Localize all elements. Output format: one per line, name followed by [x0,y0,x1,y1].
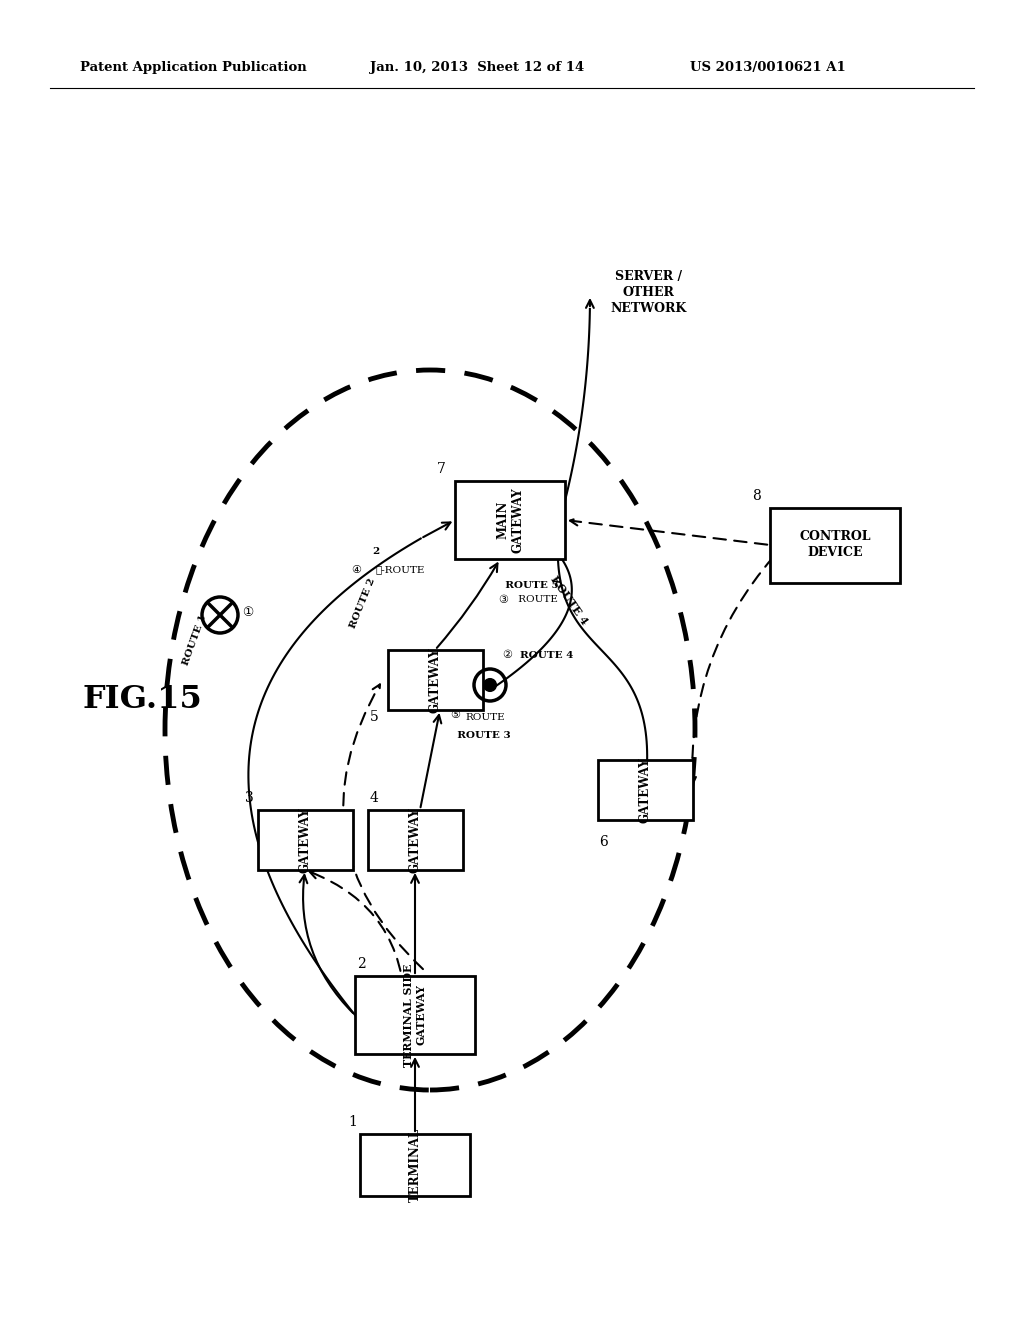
Text: ROUTE: ROUTE [465,714,505,722]
Text: CONTROL
DEVICE: CONTROL DEVICE [800,531,870,560]
Text: ROUTE 1: ROUTE 1 [181,614,208,667]
Text: ⑤: ⑤ [450,710,460,719]
Text: 3: 3 [246,791,254,805]
Text: ①: ① [243,606,254,619]
Text: 8: 8 [752,488,761,503]
Text: 2: 2 [357,957,366,972]
Text: 2: 2 [372,546,379,556]
Text: ④-ROUTE: ④-ROUTE [375,565,424,574]
Text: 6: 6 [599,836,608,849]
Text: ③: ③ [498,595,508,605]
Text: 7: 7 [437,462,445,477]
Bar [597,760,692,820]
Circle shape [484,678,496,690]
Bar [770,507,900,582]
Text: ROUTE 4: ROUTE 4 [548,574,590,627]
Bar [355,975,475,1053]
Text: Patent Application Publication: Patent Application Publication [80,62,307,74]
Text: GATEWAY: GATEWAY [428,647,441,713]
Text: GATEWAY: GATEWAY [409,808,422,873]
Text: ROUTE 5: ROUTE 5 [498,581,559,590]
Text: ROUTE 3: ROUTE 3 [450,730,511,739]
Text: ROUTE 4: ROUTE 4 [520,651,573,660]
Text: MAIN
GATEWAY: MAIN GATEWAY [496,487,524,553]
Bar [387,649,482,710]
Text: TERMINAL: TERMINAL [409,1127,422,1203]
Bar [360,1134,470,1196]
Text: ②: ② [502,649,512,660]
Text: US 2013/0010621 A1: US 2013/0010621 A1 [690,62,846,74]
Text: TERMINAL SIDE
GATEWAY: TERMINAL SIDE GATEWAY [403,964,427,1067]
Text: ROUTE 2: ROUTE 2 [349,577,377,630]
Text: SERVER /
OTHER
NETWORK: SERVER / OTHER NETWORK [610,271,686,315]
Text: Jan. 10, 2013  Sheet 12 of 14: Jan. 10, 2013 Sheet 12 of 14 [370,62,585,74]
Bar [455,480,565,558]
Bar [257,810,352,870]
Bar [368,810,463,870]
Text: FIG.15: FIG.15 [82,685,202,715]
Text: 1: 1 [348,1115,357,1129]
Text: ④: ④ [351,565,361,576]
Text: GATEWAY: GATEWAY [299,808,311,873]
Text: GATEWAY: GATEWAY [639,758,651,822]
Text: ROUTE: ROUTE [515,595,558,605]
Text: 4: 4 [370,791,379,805]
Text: 5: 5 [370,710,378,723]
